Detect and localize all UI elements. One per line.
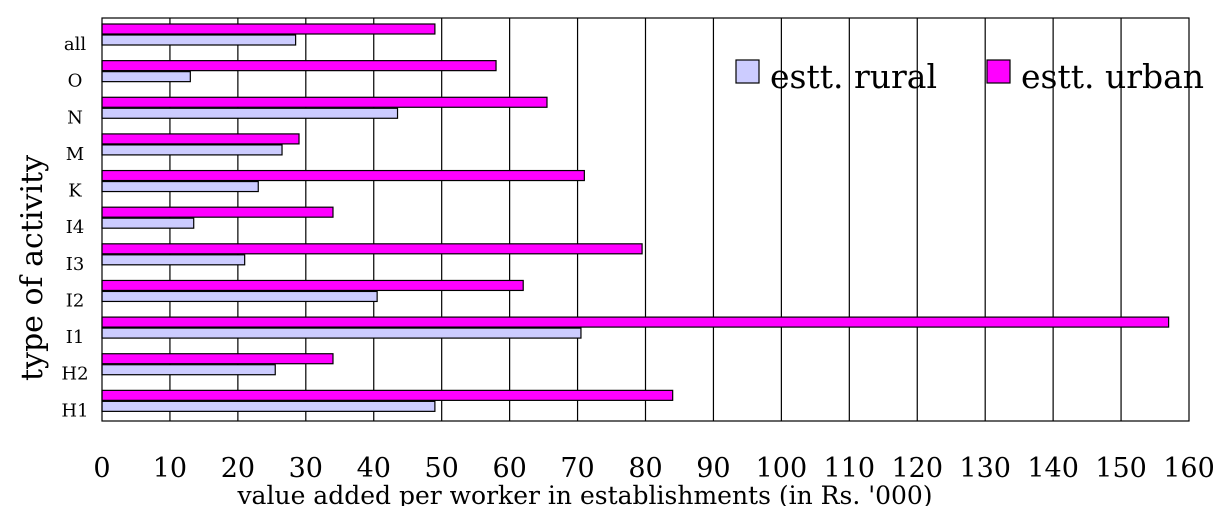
grid-lines: [169, 18, 1122, 421]
x-tick-label: 120: [891, 453, 943, 484]
x-tick-label: 90: [696, 453, 730, 484]
category-label: K: [68, 181, 82, 202]
legend-label-urban: estt. urban: [1021, 57, 1204, 96]
legend-label-rural: estt. rural: [770, 57, 937, 96]
bar-urban: [101, 96, 548, 108]
bar-rural: [101, 400, 436, 412]
bar-rural: [101, 71, 191, 83]
x-tick-label: 140: [1027, 453, 1079, 484]
bar-rural: [101, 34, 297, 46]
bar-urban: [101, 206, 334, 218]
bar-urban: [101, 353, 334, 365]
bar-rural: [101, 327, 582, 339]
bar-rural: [101, 107, 399, 119]
bar-urban: [101, 243, 643, 255]
bar-urban: [101, 169, 585, 182]
bar-urban: [101, 316, 1170, 328]
x-tick-label: 130: [959, 453, 1011, 484]
x-tick-label: 10: [153, 453, 187, 484]
legend: estt. rural estt. urban: [735, 57, 1204, 96]
x-tick-label: 30: [289, 453, 323, 484]
bar-rural: [101, 364, 276, 376]
x-tick-label: 50: [425, 453, 459, 484]
y-axis-title: type of activity: [15, 155, 50, 381]
category-label: M: [66, 144, 84, 165]
category-label: H1: [61, 400, 88, 421]
category-label: I3: [66, 254, 85, 275]
bar-urban: [101, 279, 524, 292]
x-tick-label: 150: [1095, 453, 1147, 484]
x-tick-label: 40: [357, 453, 391, 484]
bar-rural: [101, 180, 259, 193]
category-label: I4: [66, 217, 85, 238]
x-tick-label: 20: [221, 453, 255, 484]
bar-rural: [101, 254, 246, 266]
x-tick-label: 60: [492, 453, 526, 484]
bar-rural: [101, 217, 195, 229]
category-label: all: [64, 34, 86, 55]
bar-rural: [101, 144, 283, 156]
category-label: I2: [66, 290, 85, 311]
bar-urban: [101, 389, 674, 401]
x-tick-label: 100: [756, 453, 808, 484]
category-label: O: [68, 71, 83, 92]
bar-rural: [101, 290, 378, 303]
x-tick-label: 110: [824, 453, 876, 484]
bar-urban: [101, 133, 300, 145]
bar-urban: [101, 23, 436, 35]
category-label: I1: [66, 327, 85, 348]
category-label: H2: [61, 364, 88, 385]
x-tick-label: 70: [560, 453, 594, 484]
plot-area-border: [101, 17, 1190, 422]
legend-swatch-rural: [735, 59, 760, 84]
x-tick-label: 80: [628, 453, 662, 484]
category-label: N: [67, 107, 83, 128]
bar-urban: [101, 60, 497, 72]
x-tick-label: 0: [93, 453, 110, 484]
x-axis-ticks: 0 10 20 30 40 50 60 70 80 90 100 110 120 130 140 150 160: [93, 453, 1214, 484]
x-tick-label: 160: [1163, 453, 1215, 484]
x-axis-title: value added per worker in establishments…: [236, 481, 932, 506]
legend-swatch-urban: [986, 59, 1011, 84]
